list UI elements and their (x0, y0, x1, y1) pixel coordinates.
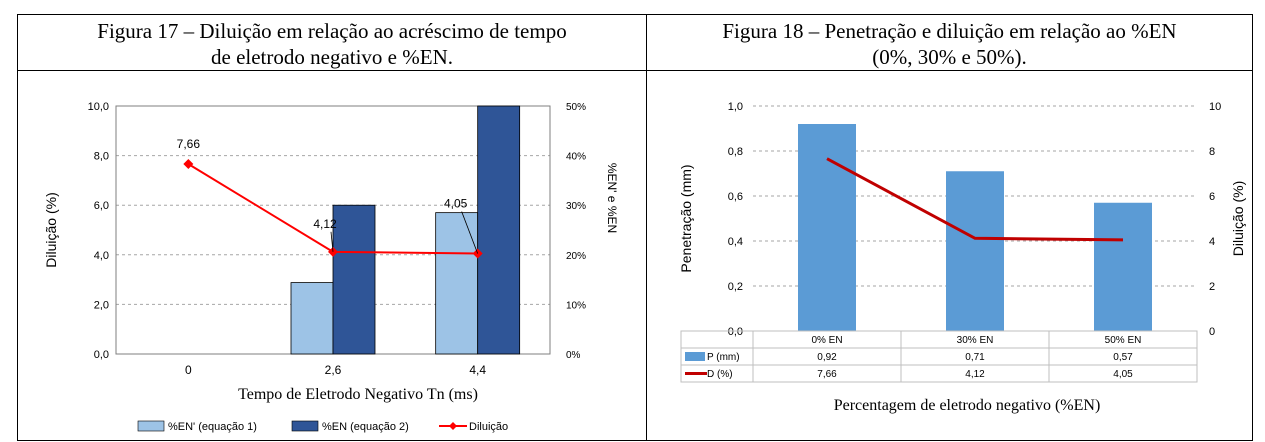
legend-swatch (685, 352, 705, 361)
line-point (183, 159, 194, 170)
legend-label: Diluição (469, 421, 508, 433)
x-tick-label: 4,4 (469, 363, 486, 377)
y-tick-label: 8,0 (94, 151, 109, 163)
x-axis-title: Percentagem de eletrodo negativo (%EN) (834, 397, 1101, 414)
figure-17-caption-line-1: Figura 17 – Diluição em relação ao acrés… (97, 19, 567, 43)
figure-18-chart: 0,0 0,2 0,4 0,6 0,8 1,0 0 2 4 6 8 10 0% EN 30% EN 50% … (678, 101, 1246, 414)
legend-swatch (291, 420, 319, 432)
y2-tick-label: 4 (1209, 236, 1215, 248)
x-tick-label: 2,6 (325, 363, 342, 377)
y2-axis-title: %EN' e %EN (605, 163, 619, 233)
y-tick-label: 0,4 (728, 236, 743, 248)
figure-17-caption-line-2: de eletrodo negativo e %EN. (211, 45, 453, 69)
y2-tick-label: 6 (1209, 191, 1215, 203)
y-axis-title: Diluição (%) (43, 192, 59, 267)
y2-tick-label: 40% (566, 152, 586, 163)
table-cell: 7,66 (817, 369, 837, 380)
y2-axis-title: Diluição (%) (1230, 181, 1246, 256)
figure-17-panel: Figura 17 – Diluição em relação ao acrés… (17, 14, 647, 441)
x-tick-label: 50% EN (1105, 335, 1142, 346)
y-tick-label: 0,0 (94, 349, 109, 361)
legend-label: P (mm) (707, 352, 740, 363)
y-axis-title: Penetração (mm) (678, 164, 694, 272)
y-tick-label: 6,0 (94, 200, 109, 212)
y-tick-label: 4,0 (94, 250, 109, 262)
legend-label: %EN' (equação 1) (168, 421, 257, 433)
legend-swatch (137, 420, 165, 432)
figure-18-caption-line-2: (0%, 30% e 50%). (872, 45, 1027, 69)
data-label-leader (461, 211, 479, 254)
data-table-frame (680, 330, 1198, 383)
y2-tick-label: 0 (1209, 326, 1215, 338)
figure-18-caption: Figura 18 – Penetração e diluição em rel… (647, 15, 1252, 71)
y2-tick-label: 50% (566, 102, 586, 113)
series-line-d (826, 157, 1124, 242)
legend-label: %EN (equação 2) (322, 421, 409, 433)
data-label: 4,05 (444, 197, 468, 211)
y2-tick-label: 0% (566, 350, 581, 361)
y-tick-label: 0,0 (728, 326, 743, 338)
y2-tick-label: 2 (1209, 281, 1215, 293)
bar (1094, 202, 1152, 331)
table-cell: 4,12 (965, 369, 985, 380)
table-cell: 0,92 (817, 352, 837, 363)
bar (477, 105, 521, 355)
legend-marker (449, 422, 457, 430)
y-tick-label: 0,8 (728, 146, 743, 158)
legend-label: D (%) (707, 369, 733, 380)
y-tick-label: 2,0 (94, 299, 109, 311)
data-label: 4,12 (313, 217, 337, 231)
bar (798, 124, 856, 331)
y2-tick-label: 10 (1209, 101, 1221, 113)
table-cell: 4,05 (1113, 369, 1133, 380)
figure-17-chart: 0,0 2,0 4,0 6,0 8,0 10,0 0% 10% 20% 30% 40% 50% 7,66… (43, 101, 619, 433)
bar (290, 282, 334, 355)
y-tick-label: 10,0 (88, 101, 109, 113)
y2-tick-label: 8 (1209, 146, 1215, 158)
x-tick-label: 0% EN (811, 335, 842, 346)
figure-18-caption-line-1: Figura 18 – Penetração e diluição em rel… (722, 19, 1177, 43)
figure-18-panel: Figura 18 – Penetração e diluição em rel… (646, 14, 1253, 441)
x-tick-label: 0 (185, 363, 192, 377)
data-label: 7,66 (177, 137, 201, 151)
table-cell: 0,71 (965, 352, 985, 363)
data-label-leader (330, 231, 334, 252)
y2-tick-label: 20% (566, 251, 586, 262)
x-axis-title: Tempo de Eletrodo Negativo Tn (ms) (238, 386, 478, 403)
bar (332, 204, 376, 355)
y-tick-label: 0,6 (728, 191, 743, 203)
table-cell: 0,57 (1113, 352, 1133, 363)
y2-tick-label: 30% (566, 201, 586, 212)
y2-tick-label: 10% (566, 300, 586, 311)
bar (946, 171, 1004, 331)
x-tick-label: 30% EN (957, 335, 994, 346)
figure-17-caption: Figura 17 – Diluição em relação ao acrés… (18, 15, 646, 71)
y-tick-label: 1,0 (728, 101, 743, 113)
bar (435, 212, 479, 355)
y-tick-label: 0,2 (728, 281, 743, 293)
